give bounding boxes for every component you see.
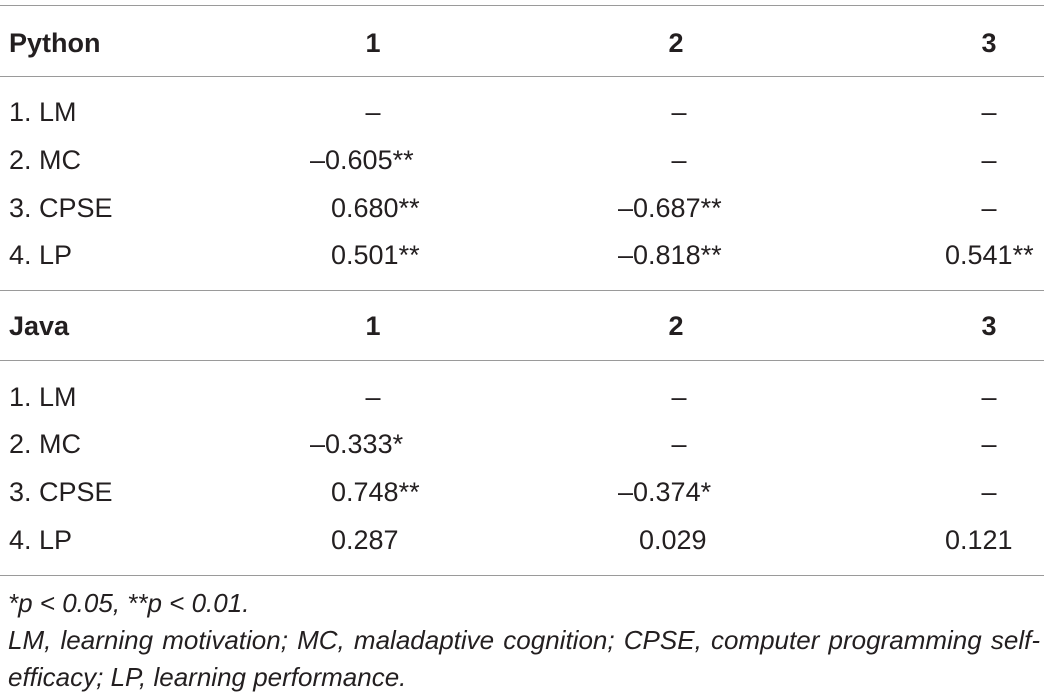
table-cell: 0.680** (331, 193, 420, 223)
footnote-abbreviations: LM, learning motivation; MC, maladaptive… (8, 625, 1040, 692)
bottom-rule (0, 575, 1044, 576)
table-cell: 0.029 (639, 525, 707, 555)
table-cell: 0.501** (331, 240, 420, 270)
table-cell: –0.374* (618, 477, 712, 507)
table-cell: – (981, 477, 997, 507)
table-cell: –0.818** (618, 240, 722, 270)
table-cell: – (671, 382, 687, 412)
table-cell: 0.748** (331, 477, 420, 507)
table-cell: – (671, 97, 687, 127)
row-label: 3. CPSE (9, 477, 113, 507)
section-divider-rule (0, 290, 1044, 291)
python-header-rule (0, 76, 1044, 77)
column-header-3: 3 (981, 311, 997, 341)
table-cell: – (981, 193, 997, 223)
row-label: 1. LM (9, 382, 77, 412)
row-label: 2. MC (9, 145, 82, 175)
table-cell: 0.121 (945, 525, 1013, 555)
column-header-3: 3 (981, 28, 997, 58)
table-cell: – (981, 145, 997, 175)
column-header-1: 1 (365, 28, 381, 58)
row-label: 4. LP (9, 525, 73, 555)
column-header-2: 2 (668, 311, 684, 341)
table-cell: – (365, 97, 381, 127)
column-header-1: 1 (365, 311, 381, 341)
table-cell: – (671, 429, 687, 459)
table-cell: –0.605** (310, 145, 414, 175)
row-label: 3. CPSE (9, 193, 113, 223)
table-cell: 0.287 (331, 525, 399, 555)
table-cell: – (981, 382, 997, 412)
table-cell: – (671, 145, 687, 175)
section-title-python: Python (9, 28, 101, 58)
row-label: 1. LM (9, 97, 77, 127)
footnote-significance: *p < 0.05, **p < 0.01. (8, 588, 250, 618)
table-cell: – (365, 382, 381, 412)
table-cell: –0.333* (310, 429, 404, 459)
table-cell: – (981, 97, 997, 127)
row-label: 2. MC (9, 429, 82, 459)
java-header-rule (0, 360, 1044, 361)
column-header-2: 2 (668, 28, 684, 58)
section-title-java: Java (9, 311, 70, 341)
table-cell: – (981, 429, 997, 459)
top-rule (0, 5, 1044, 6)
row-label: 4. LP (9, 240, 73, 270)
table-cell: 0.541** (945, 240, 1034, 270)
table-cell: –0.687** (618, 193, 722, 223)
